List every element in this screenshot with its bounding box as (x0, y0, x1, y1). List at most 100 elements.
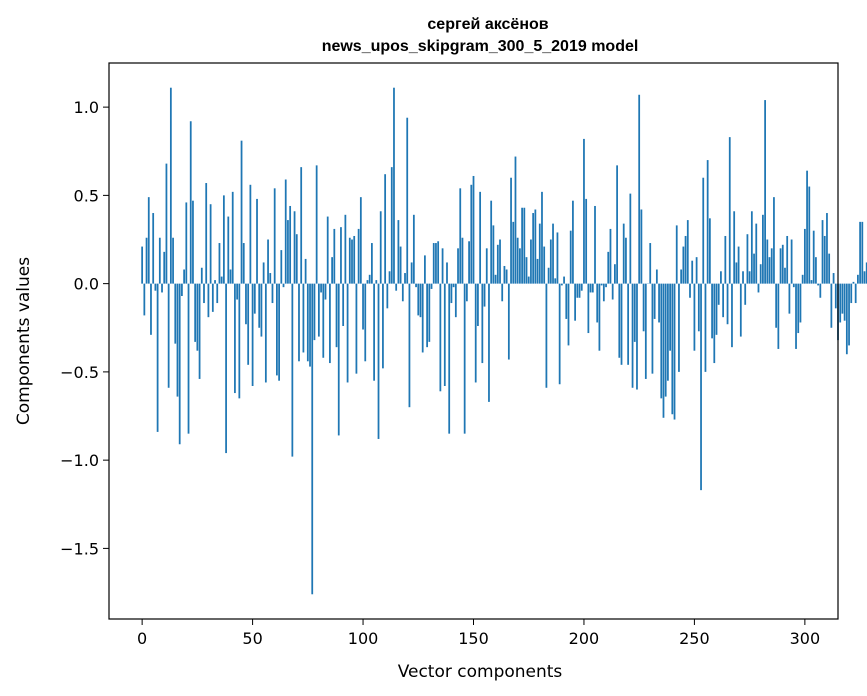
bar-242 (675, 225, 678, 284)
bar-241 (673, 283, 676, 420)
bar-177 (532, 213, 535, 284)
bar-55 (262, 262, 265, 284)
bar-42 (234, 283, 236, 394)
bar-192 (565, 283, 568, 319)
bar-1 (143, 283, 146, 316)
bar-60 (273, 188, 276, 284)
bar-154 (481, 283, 484, 364)
bar-144 (459, 188, 462, 284)
bar-71 (298, 283, 300, 362)
bar-294 (790, 239, 793, 284)
bar-58 (269, 273, 272, 284)
bar-142 (454, 283, 457, 318)
bar-313 (832, 273, 835, 284)
bar-181 (541, 191, 543, 284)
bar-232 (653, 283, 656, 319)
bar-193 (567, 283, 570, 346)
bar-207 (598, 283, 601, 351)
bar-132 (432, 243, 435, 284)
bar-185 (549, 239, 552, 284)
bar-230 (649, 243, 652, 284)
bar-45 (240, 140, 243, 284)
bar-289 (779, 248, 782, 284)
bar-80 (317, 283, 320, 337)
chart-title: сергей аксёнов (427, 16, 548, 33)
bar-129 (426, 283, 428, 348)
bar-267 (731, 283, 733, 348)
bar-160 (494, 274, 497, 284)
bar-111 (386, 283, 389, 309)
bar-113 (390, 167, 393, 284)
bar-264 (724, 235, 727, 284)
bar-108 (379, 211, 382, 284)
bar-125 (417, 283, 420, 316)
bar-288 (777, 283, 780, 349)
bar-224 (636, 283, 638, 390)
bar-54 (260, 283, 263, 337)
bar-277 (753, 253, 755, 284)
bar-85 (329, 283, 331, 364)
bar-247 (686, 220, 689, 284)
bar-20 (185, 202, 188, 284)
bar-130 (428, 283, 431, 342)
bar-147 (465, 283, 468, 302)
bar-67 (289, 205, 292, 284)
bar-101 (364, 283, 367, 362)
bar-275 (748, 271, 751, 284)
bar-94 (348, 237, 351, 284)
bar-246 (684, 235, 687, 284)
bar-78 (313, 283, 316, 341)
x-tick-label: 250 (679, 629, 710, 648)
bar-325 (859, 221, 861, 284)
bar-299 (801, 274, 804, 284)
bar-238 (667, 283, 669, 381)
bar-183 (545, 283, 548, 388)
y-tick-label: 0.5 (74, 186, 99, 205)
bar-131 (430, 283, 433, 289)
bar-89 (337, 283, 340, 436)
bar-137 (443, 283, 446, 386)
bar-195 (572, 200, 574, 284)
bar-317 (841, 283, 844, 314)
bar-162 (499, 239, 501, 284)
bar-19 (183, 269, 185, 284)
bar-136 (441, 248, 444, 284)
bar-145 (461, 237, 464, 284)
bar-146 (463, 283, 466, 434)
bar-46 (242, 243, 245, 284)
y-tick-label: 1.0 (74, 98, 99, 117)
bar-208 (600, 283, 603, 286)
x-tick-label: 0 (137, 629, 147, 648)
bar-98 (357, 228, 360, 284)
bar-259 (713, 283, 716, 364)
bar-105 (373, 283, 375, 381)
bar-139 (448, 283, 451, 434)
bar-250 (693, 283, 696, 351)
bar-75 (306, 283, 309, 362)
bar-141 (452, 283, 455, 288)
bar-77 (311, 283, 314, 595)
bar-257 (708, 218, 711, 284)
bar-312 (830, 283, 833, 328)
bar-327 (863, 271, 866, 284)
x-tick-label: 150 (458, 629, 489, 648)
bar-273 (744, 283, 747, 305)
bar-56 (264, 283, 267, 383)
bar-100 (362, 283, 364, 330)
bar-179 (536, 258, 539, 284)
bar-109 (382, 283, 384, 369)
bar-301 (806, 170, 808, 284)
bar-263 (722, 283, 725, 318)
bar-95 (351, 239, 353, 284)
bar-213 (611, 283, 614, 300)
bar-205 (594, 205, 596, 284)
bar-282 (764, 100, 766, 284)
bar-172 (521, 207, 523, 284)
bar-253 (700, 283, 702, 491)
bar-262 (720, 271, 722, 284)
bar-23 (192, 200, 194, 284)
bar-244 (680, 269, 683, 284)
bar-306 (817, 283, 819, 286)
bar-34 (216, 283, 219, 304)
bar-107 (377, 283, 380, 439)
